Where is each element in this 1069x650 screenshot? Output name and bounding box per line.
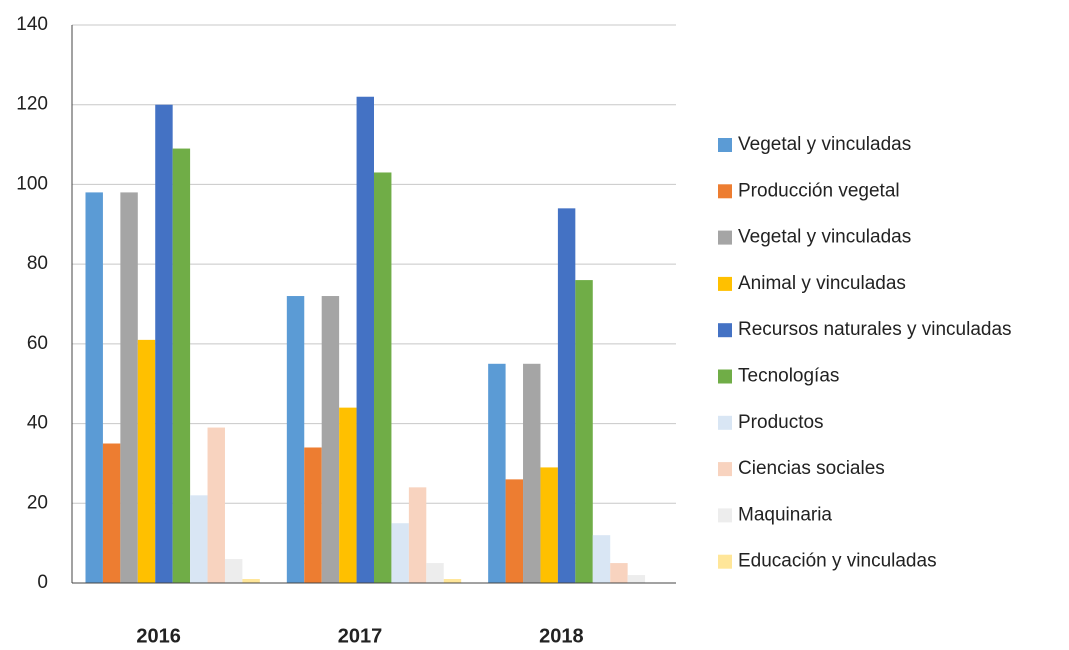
bar: [321, 296, 340, 583]
legend-swatch: [718, 369, 732, 384]
legend-label: Vegetal y vinculadas: [738, 134, 911, 155]
bar: [120, 192, 138, 583]
bar: [356, 96, 374, 583]
bar: [488, 363, 506, 583]
x-tick-label: 2018: [539, 625, 584, 647]
bar: [102, 443, 121, 583]
y-tick-label: 60: [27, 333, 48, 354]
bar: [592, 535, 611, 583]
bar: [190, 495, 208, 583]
bar: [443, 579, 462, 583]
legend-swatch: [718, 508, 732, 523]
legend-swatch: [718, 184, 732, 199]
bar: [286, 296, 305, 583]
bar: [374, 172, 392, 583]
legend-label: Animal y vinculadas: [738, 273, 906, 294]
bar: [242, 579, 260, 583]
legend-label: Producción vegetal: [738, 180, 900, 201]
bar: [339, 407, 357, 583]
bar: [575, 280, 593, 583]
legend-label: Vegetal y vinculadas: [738, 227, 911, 248]
y-tick-label: 80: [27, 253, 48, 274]
legend-label: Ciencias sociales: [738, 458, 885, 479]
bar: [391, 523, 409, 583]
bar: [137, 339, 156, 583]
bar: [610, 563, 628, 583]
bar: [627, 575, 646, 583]
bar: [426, 563, 444, 583]
bar: [505, 479, 524, 583]
y-tick-label: 0: [37, 572, 48, 593]
legend-label: Educación y vinculadas: [738, 551, 937, 572]
bar: [155, 104, 173, 583]
legend-swatch: [718, 323, 732, 338]
x-tick-label: 2016: [136, 625, 181, 647]
legend-swatch: [718, 230, 732, 245]
legend-label: Productos: [738, 412, 824, 433]
legend-swatch: [718, 138, 732, 152]
legend-swatch: [718, 415, 732, 430]
bar: [540, 467, 558, 583]
y-tick-label: 140: [16, 14, 48, 35]
legend-swatch: [718, 462, 732, 477]
bar: [557, 208, 576, 584]
y-tick-label: 120: [16, 94, 48, 115]
bar: [304, 447, 322, 583]
legend-swatch: [718, 554, 732, 569]
legend-label: Recursos naturales y vinculadas: [738, 319, 1012, 340]
bar: [207, 427, 225, 583]
y-tick-label: 20: [27, 492, 48, 513]
legend-swatch: [718, 276, 732, 291]
bar: [85, 192, 103, 583]
bar: [172, 148, 191, 584]
legend-label: Maquinaria: [738, 504, 832, 525]
legend-label: Tecnologías: [738, 366, 839, 387]
bar: [224, 559, 243, 583]
bar: [408, 487, 427, 583]
y-tick-label: 40: [27, 413, 48, 434]
y-tick-label: 100: [16, 173, 48, 194]
x-tick-label: 2017: [338, 625, 383, 647]
bar: [523, 363, 541, 583]
